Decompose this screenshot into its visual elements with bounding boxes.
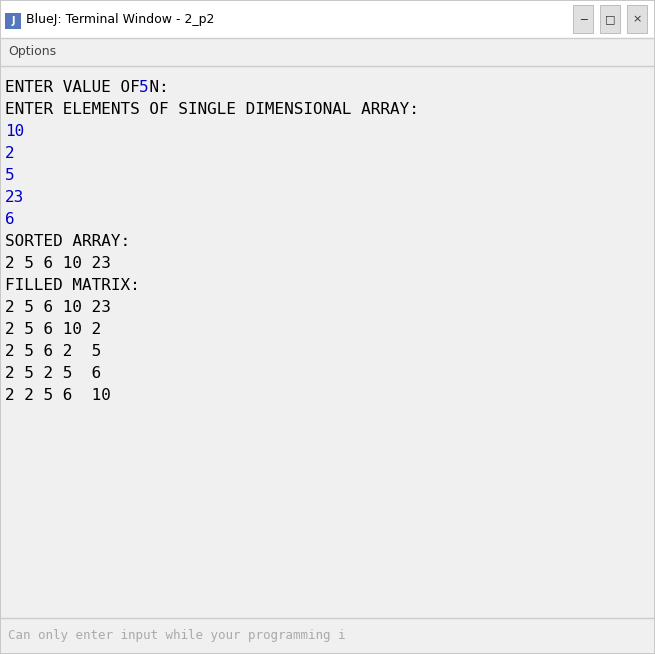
Text: 2 5 6 10 23: 2 5 6 10 23 — [5, 256, 111, 271]
Text: ─: ─ — [580, 14, 586, 24]
FancyBboxPatch shape — [1, 618, 654, 653]
Text: 2 2 5 6  10: 2 2 5 6 10 — [5, 388, 111, 403]
Text: SORTED ARRAY:: SORTED ARRAY: — [5, 234, 130, 249]
Text: BlueJ: Terminal Window - 2_p2: BlueJ: Terminal Window - 2_p2 — [26, 12, 214, 26]
Text: Can only enter input while your programming i: Can only enter input while your programm… — [8, 630, 345, 642]
Text: ENTER VALUE OF N:: ENTER VALUE OF N: — [5, 80, 178, 95]
Text: ENTER ELEMENTS OF SINGLE DIMENSIONAL ARRAY:: ENTER ELEMENTS OF SINGLE DIMENSIONAL ARR… — [5, 102, 419, 117]
Text: □: □ — [605, 14, 615, 24]
FancyBboxPatch shape — [627, 5, 647, 33]
Text: 2 5 6 2  5: 2 5 6 2 5 — [5, 344, 102, 359]
FancyBboxPatch shape — [1, 38, 654, 66]
Text: 2 5 6 10 2: 2 5 6 10 2 — [5, 322, 102, 337]
Text: 5: 5 — [5, 168, 14, 183]
FancyBboxPatch shape — [5, 13, 21, 29]
Text: FILLED MATRIX:: FILLED MATRIX: — [5, 278, 140, 293]
Text: Options: Options — [8, 46, 56, 58]
Text: ×: × — [632, 14, 642, 24]
Text: J: J — [11, 16, 15, 26]
FancyBboxPatch shape — [1, 66, 654, 618]
Text: 2 5 2 5  6: 2 5 2 5 6 — [5, 366, 102, 381]
Text: 2 5 6 10 23: 2 5 6 10 23 — [5, 300, 111, 315]
FancyBboxPatch shape — [573, 5, 593, 33]
FancyBboxPatch shape — [600, 5, 620, 33]
Text: 10: 10 — [5, 124, 24, 139]
Text: 6: 6 — [5, 212, 14, 227]
Text: 5: 5 — [139, 80, 149, 95]
FancyBboxPatch shape — [1, 1, 654, 38]
Text: 23: 23 — [5, 190, 24, 205]
Text: 2: 2 — [5, 146, 14, 161]
